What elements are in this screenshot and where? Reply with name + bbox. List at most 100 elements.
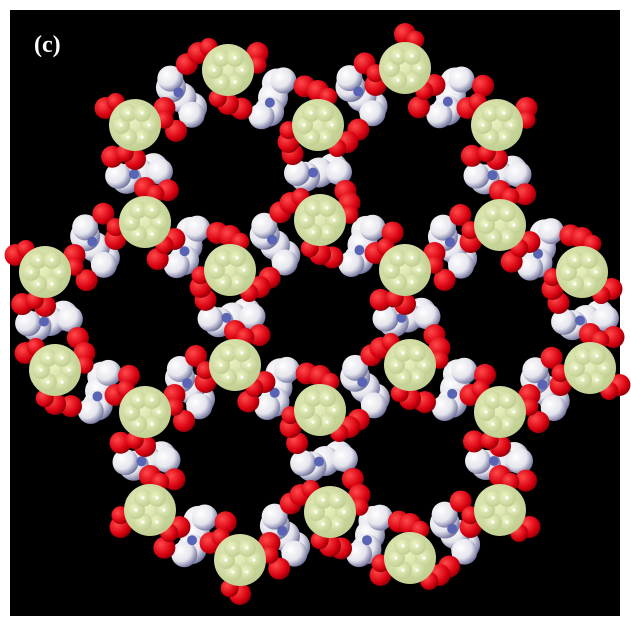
highlight xyxy=(335,523,338,526)
highlight xyxy=(422,363,425,366)
nitrogen-atom xyxy=(187,535,197,545)
highlight xyxy=(502,111,505,114)
highlight xyxy=(323,111,326,114)
highlight xyxy=(60,356,63,359)
highlight xyxy=(410,79,413,82)
highlight xyxy=(595,379,598,382)
highlight xyxy=(311,396,314,399)
highlight xyxy=(134,508,137,511)
highlight xyxy=(214,268,217,271)
highlight xyxy=(150,233,153,236)
highlight xyxy=(573,258,576,261)
highlight xyxy=(221,256,224,259)
highlight xyxy=(330,123,333,126)
nitrogen-atom xyxy=(443,97,453,107)
highlight xyxy=(136,233,139,236)
highlight xyxy=(235,256,238,259)
highlight xyxy=(573,283,576,286)
highlight xyxy=(119,123,122,126)
highlight xyxy=(50,258,53,261)
hydrogen-atom xyxy=(270,67,296,93)
highlight xyxy=(396,54,399,57)
hydrogen-atom xyxy=(464,163,490,189)
highlight xyxy=(415,376,418,379)
highlight xyxy=(491,236,494,239)
highlight xyxy=(396,281,399,284)
highlight xyxy=(39,368,42,371)
highlight xyxy=(484,410,487,413)
highlight xyxy=(245,571,248,574)
highlight xyxy=(417,66,420,69)
highlight xyxy=(235,281,238,284)
hydrogen-atom xyxy=(78,398,104,424)
highlight xyxy=(488,111,491,114)
highlight xyxy=(417,268,420,271)
hydrogen-atom xyxy=(290,450,316,476)
highlight xyxy=(410,54,413,57)
highlight xyxy=(505,236,508,239)
highlight xyxy=(240,351,243,354)
highlight xyxy=(155,521,158,524)
highlight xyxy=(157,220,160,223)
highlight xyxy=(484,223,487,226)
highlight xyxy=(226,351,229,354)
highlight xyxy=(389,66,392,69)
highlight xyxy=(410,281,413,284)
hydrogen-atom xyxy=(538,218,564,244)
nitrogen-atom xyxy=(173,87,183,97)
nitrogen-atom xyxy=(488,170,498,180)
highlight xyxy=(512,410,515,413)
highlight xyxy=(150,208,153,211)
highlight xyxy=(335,498,338,501)
highlight xyxy=(129,220,132,223)
highlight xyxy=(325,421,328,424)
panel-label: (c) xyxy=(34,32,61,58)
highlight xyxy=(309,111,312,114)
nitrogen-atom xyxy=(129,169,139,179)
highlight xyxy=(36,258,39,261)
nitrogen-atom xyxy=(445,237,455,247)
highlight xyxy=(342,510,345,513)
highlight xyxy=(140,111,143,114)
highlight xyxy=(311,421,314,424)
highlight xyxy=(481,123,484,126)
highlight xyxy=(415,569,418,572)
highlight xyxy=(136,423,139,426)
highlight xyxy=(126,136,129,139)
highlight xyxy=(587,258,590,261)
highlight xyxy=(221,281,224,284)
nitrogen-atom xyxy=(265,98,275,108)
highlight xyxy=(581,379,584,382)
highlight xyxy=(422,556,425,559)
highlight xyxy=(491,521,494,524)
nitrogen-atom xyxy=(362,535,372,545)
nitrogen-atom xyxy=(137,456,147,466)
highlight xyxy=(509,123,512,126)
highlight xyxy=(252,558,255,561)
highlight xyxy=(512,223,515,226)
highlight xyxy=(321,523,324,526)
highlight xyxy=(157,410,160,413)
highlight xyxy=(323,136,326,139)
highlight xyxy=(332,408,335,411)
nitrogen-atom xyxy=(354,245,364,255)
highlight xyxy=(140,136,143,139)
hydrogen-atom xyxy=(451,358,477,384)
highlight xyxy=(394,556,397,559)
page: (c) (() => { const data = JSON.parse(doc… xyxy=(0,0,631,628)
highlight xyxy=(332,218,335,221)
highlight xyxy=(150,398,153,401)
highlight xyxy=(231,546,234,549)
highlight xyxy=(595,354,598,357)
highlight xyxy=(247,363,250,366)
nitrogen-atom xyxy=(447,524,457,534)
highlight xyxy=(415,544,418,547)
hydrogen-atom xyxy=(95,360,121,386)
highlight xyxy=(587,283,590,286)
highlight xyxy=(401,351,404,354)
highlight xyxy=(136,398,139,401)
highlight xyxy=(505,211,508,214)
highlight xyxy=(60,381,63,384)
highlight xyxy=(226,376,229,379)
highlight xyxy=(36,283,39,286)
